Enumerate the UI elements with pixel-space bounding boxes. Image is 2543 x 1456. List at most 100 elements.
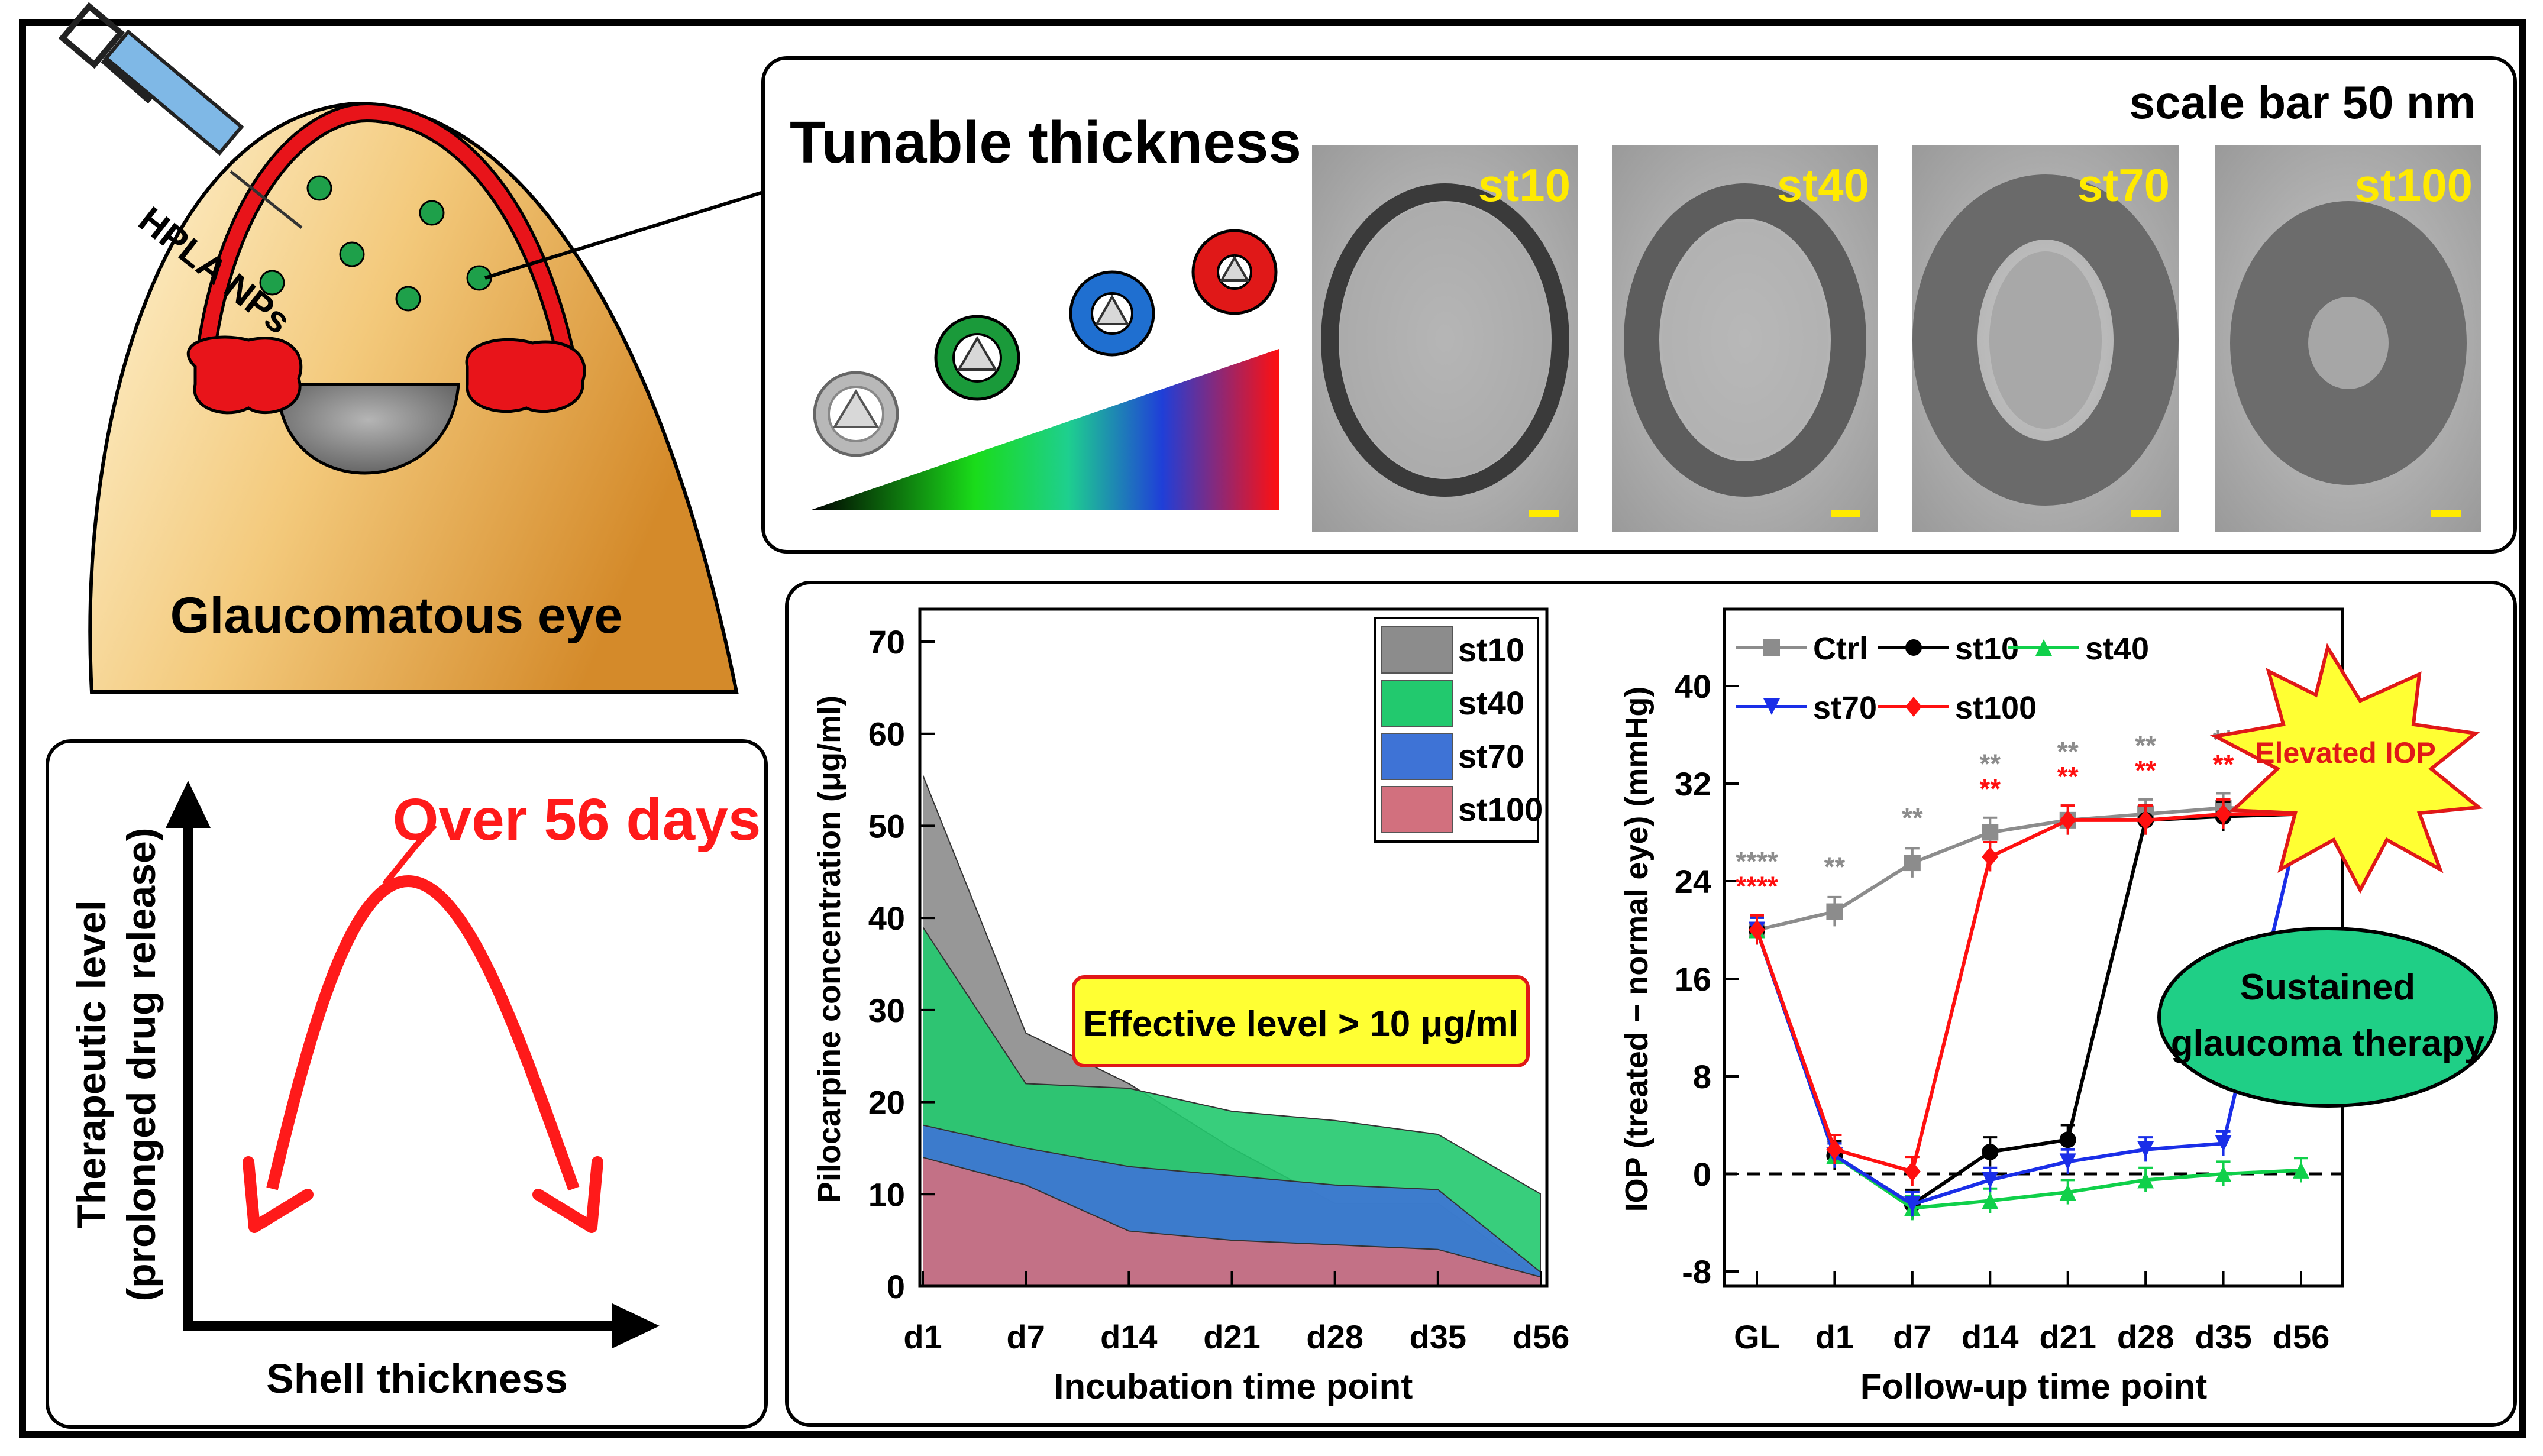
x-tick-label: d7	[1893, 1318, 1931, 1355]
tem-image-st70: st70	[1912, 145, 2179, 532]
iop-xlabel: Follow-up time point	[1860, 1367, 2208, 1406]
point-st70-d21	[2059, 1153, 2076, 1170]
ball-icon-st10	[813, 371, 899, 457]
release-curve	[266, 875, 580, 1191]
significance-mark: **	[2057, 761, 2079, 792]
x-tick-label: d56	[1513, 1318, 1570, 1355]
significance-mark: **	[2057, 736, 2079, 767]
elevated-iop-callout: Elevated IOP	[2209, 643, 2483, 894]
point-st40-d21	[2059, 1183, 2076, 1201]
ball-icon-st100	[1191, 229, 1278, 315]
area-plot-frame	[918, 607, 1549, 1288]
x-tick-label: d14	[1100, 1318, 1158, 1355]
therapy-ellipse	[2157, 927, 2498, 1108]
legend-label-st40: st40	[1458, 684, 1524, 721]
significance-mark: ****	[1736, 846, 1778, 877]
x-tick-label: d1	[903, 1318, 942, 1355]
schematic-annotation: Over 56 days	[393, 787, 761, 853]
iop-series-layer	[1749, 792, 2309, 1221]
y-tick-label: 50	[868, 807, 905, 845]
arrow-left-icon	[243, 1156, 314, 1233]
tem-image-st10: st10	[1312, 145, 1578, 532]
legend-label-st100: st100	[1955, 690, 2037, 726]
eye-title: Glaucomatous eye	[170, 587, 623, 644]
area-series-layer	[923, 775, 1541, 1286]
significance-mark: **	[1824, 852, 1846, 882]
x-tick-label: d35	[2195, 1318, 2252, 1355]
release-area-chart: 0 10 20 30 40 50 60 70 d1 d7 d14 d21 d28 d35 d56 Pilo…	[812, 607, 1570, 1406]
therapy-label-line2: glaucoma therapy	[2171, 1023, 2485, 1064]
significance-mark: **	[1902, 803, 1923, 833]
point-st40-d28	[2137, 1172, 2154, 1189]
lens	[276, 383, 460, 475]
point-st40-d56	[2293, 1161, 2309, 1179]
schematic-panel-frame	[46, 739, 768, 1429]
arrow-right-icon	[532, 1156, 603, 1233]
y-tick-label: 0	[887, 1268, 905, 1305]
legend-marker-st70	[1763, 698, 1780, 715]
point-Ctrl-d7	[1904, 855, 1921, 872]
figure-frame	[19, 19, 2526, 1438]
schematic-ylabel-line1: Therapeutic level	[69, 900, 114, 1229]
point-st100-d14	[1982, 846, 1999, 867]
tem-label-st10: st10	[1478, 159, 1571, 211]
burst-icon	[2209, 643, 2483, 894]
x-tick-label: d56	[2273, 1318, 2330, 1355]
legend-swatch-st10	[1381, 626, 1453, 674]
point-st70-d35	[2215, 1135, 2232, 1152]
schematic-ylabel-line2: (prolonged drug release)	[119, 828, 164, 1302]
y-tick-label: 8	[1693, 1058, 1711, 1095]
tem-image-st40: st40	[1612, 145, 1878, 532]
y-tick-label: 40	[1675, 668, 1711, 705]
cornea	[197, 105, 575, 368]
x-tick-label: d21	[1203, 1318, 1261, 1355]
point-st70-d28	[2137, 1141, 2154, 1158]
significance-mark: **	[2213, 749, 2234, 779]
y-tick-label: -8	[1682, 1253, 1711, 1290]
y-tick-label: 32	[1675, 765, 1711, 803]
tunable-panel: Tunable thickness scale bar 50 nm	[761, 56, 2517, 554]
legend-marker-st10	[1905, 639, 1922, 656]
legend-swatch-st100	[1381, 786, 1453, 833]
x-tick-label: d28	[2117, 1318, 2174, 1355]
y-tick-label: 24	[1675, 863, 1711, 900]
legend-marker-Ctrl	[1763, 639, 1780, 656]
tem-label-st70: st70	[2077, 159, 2170, 211]
y-tick-label: 20	[868, 1084, 905, 1121]
tunable-title: Tunable thickness	[790, 109, 1301, 176]
area-series-st100	[923, 1156, 1541, 1286]
y-tick-label: 40	[868, 900, 905, 937]
point-st10-d14	[1982, 1143, 1999, 1160]
legend-label-st40: st40	[2085, 631, 2149, 666]
tem-label-st40: st40	[1777, 159, 1869, 211]
point-st100-d7	[1904, 1161, 1921, 1182]
area-xlabel: Incubation time point	[1054, 1367, 1413, 1406]
effective-level-label: Effective level > 10 μg/ml	[1083, 1004, 1518, 1044]
point-Ctrl-d14	[1982, 824, 1999, 841]
scale-bar-label: scale bar 50 nm	[2130, 76, 2476, 128]
scale-bar	[1831, 510, 1860, 517]
scale-bar	[1529, 510, 1559, 517]
eye-panel: HPLA NPs Glaucomatous eye	[58, 2, 764, 694]
point-st100-d28	[2137, 810, 2154, 830]
effective-level-box	[1072, 975, 1530, 1067]
x-arrowhead-icon	[612, 1303, 660, 1348]
x-tick-label: d35	[1410, 1318, 1467, 1355]
area-legend: st10 st40 st70 st100	[1374, 617, 1543, 843]
significance-mark: **	[1979, 774, 2001, 804]
y-arrowhead-icon	[166, 781, 211, 828]
elevated-iop-label: Elevated IOP	[2255, 736, 2436, 769]
legend-label-st100: st100	[1458, 791, 1543, 828]
point-st100-d35	[2215, 804, 2232, 824]
significance-mark: ****	[1736, 871, 1778, 902]
x-tick-label: d21	[2039, 1318, 2096, 1355]
legend-label-st10: st10	[1458, 631, 1524, 668]
y-tick-label: 60	[868, 716, 905, 753]
therapy-callout: Sustained glaucoma therapy	[2157, 927, 2498, 1108]
callout-line	[382, 823, 437, 886]
point-st100-d21	[2059, 810, 2076, 830]
tem-image-st100: st100	[2215, 145, 2481, 532]
